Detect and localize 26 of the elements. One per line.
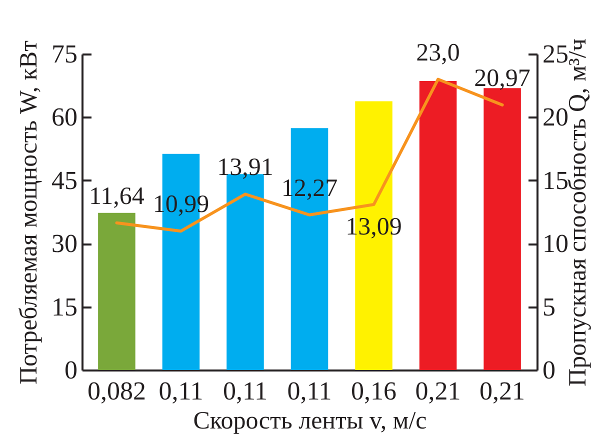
y-tick-label: 60	[52, 102, 78, 132]
data-label: 11,64	[89, 182, 145, 210]
y-tick-label: 45	[52, 166, 78, 195]
bar	[419, 80, 457, 370]
y2-tick-label: 0	[542, 356, 556, 384]
y2-tick-label: 5	[542, 292, 556, 322]
x-tick-label: 0,11	[158, 376, 204, 406]
y-tick-label: 15	[52, 292, 78, 322]
y-axis-title: Потребляемая мощность W, кВт	[16, 40, 42, 385]
x-tick-label: 0,16	[351, 376, 397, 406]
bar	[98, 212, 136, 370]
y2-tick-label: 15	[542, 166, 568, 195]
x-tick-label: 0,21	[415, 376, 461, 406]
y-tick-label: 0	[64, 356, 78, 384]
y-tick-label: 75	[52, 40, 78, 68]
data-label: 23,0	[416, 39, 460, 66]
y2-tick-label: 20	[542, 102, 568, 132]
x-tick-label: 0,11	[287, 376, 332, 406]
x-tick-label: 0,082	[87, 376, 146, 406]
y-tick-label: 30	[52, 229, 78, 258]
x-tick-label: 0,11	[222, 376, 268, 406]
x-tick-label: 0,21	[480, 376, 526, 406]
y2-tick-label: 25	[542, 40, 568, 68]
data-label: 20,97	[474, 64, 530, 92]
x-axis-title: Скорость ленты v, м/с	[193, 408, 427, 434]
bar	[484, 88, 521, 370]
